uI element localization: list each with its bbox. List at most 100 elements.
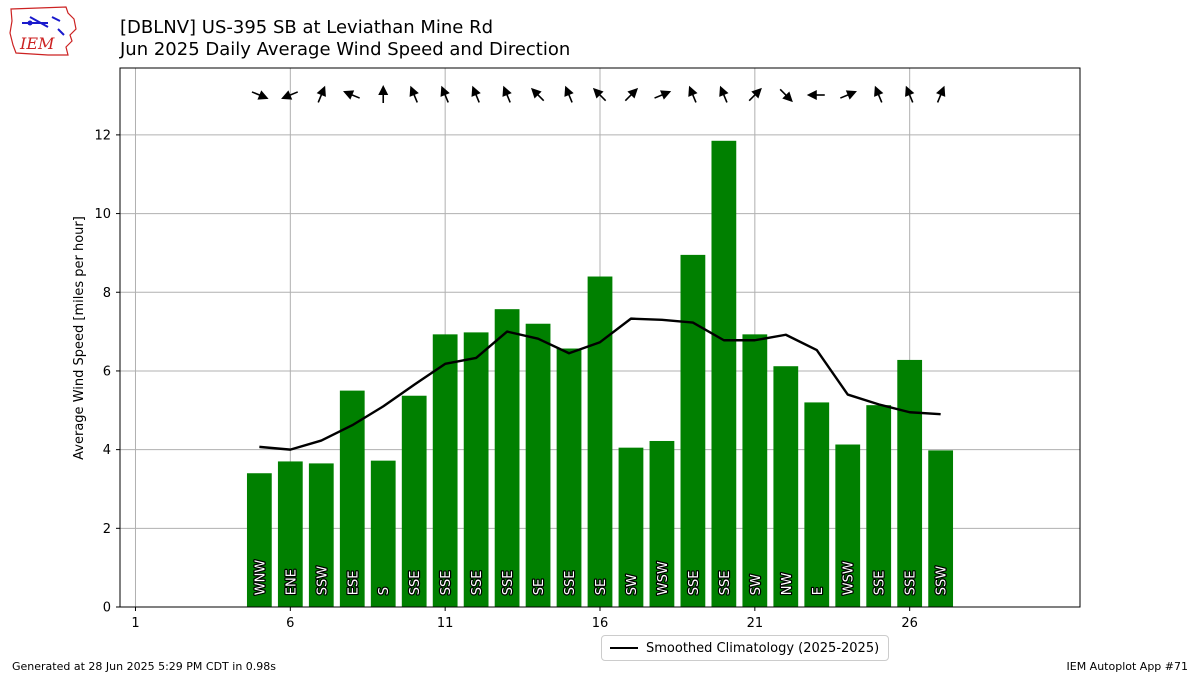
direction-label: SW (749, 574, 764, 595)
wind-arrow (779, 88, 793, 103)
direction-label: WSW (656, 561, 671, 595)
iem-logo: IEM (8, 5, 80, 59)
direction-label: SSE (563, 570, 578, 595)
wind-arrow (688, 85, 698, 103)
direction-label: SE (594, 579, 609, 595)
wind-bar (711, 140, 737, 607)
wind-bar (804, 402, 830, 607)
y-tick-label: 2 (103, 522, 111, 537)
direction-label: S (377, 587, 392, 595)
wind-arrow (409, 85, 419, 103)
wind-arrow-head (409, 85, 419, 97)
wind-bar (556, 348, 582, 607)
wind-arrow-head (874, 85, 884, 97)
wind-bar (773, 366, 799, 607)
climatology-line (259, 317, 941, 451)
wind-bar (277, 461, 303, 607)
legend-label: Smoothed Climatology (2025-2025) (646, 640, 880, 656)
wind-bar (897, 359, 923, 607)
y-tick-label: 4 (103, 443, 111, 458)
y-tick-label: 10 (94, 207, 111, 222)
direction-label: ESE (346, 571, 361, 596)
direction-label: WSW (842, 561, 857, 595)
direction-label: SSE (439, 570, 454, 595)
wind-bar (587, 276, 613, 607)
wind-arrow (840, 90, 857, 100)
direction-label: SSE (687, 570, 702, 595)
wind-bar (649, 440, 675, 607)
direction-labels: WNW ENE SSW ESE S SSE SSE SSE SSE SE SSE SE SW WSW SSE… (252, 558, 951, 596)
direction-label: E (811, 587, 826, 595)
wind-arrow (654, 90, 672, 100)
x-tick-label: 1 (131, 616, 139, 631)
wind-arrow-head (905, 85, 915, 97)
climatology-line-group (259, 317, 941, 451)
wind-arrow-head (440, 85, 450, 97)
wind-arrow (530, 87, 545, 102)
x-tick-label: 26 (901, 616, 918, 631)
wind-arrow-head (660, 90, 672, 100)
wind-bar (246, 473, 272, 607)
y-axis-label: Average Wind Speed [miles per hour] (72, 216, 87, 460)
direction-label: SSE (904, 570, 919, 595)
direction-label: SW (625, 574, 640, 595)
direction-label: SSE (470, 570, 485, 595)
y-tick-label: 8 (103, 286, 111, 301)
wind-bar (339, 390, 365, 607)
wind-arrow-head (564, 85, 574, 97)
wind-arrow-head (257, 90, 269, 100)
wind-arrow-head (378, 85, 389, 95)
wind-arrow (592, 87, 607, 102)
wind-bar (618, 447, 644, 607)
wind-arrow (378, 85, 389, 103)
legend: Smoothed Climatology (2025-2025) (601, 635, 890, 661)
wind-arrow (281, 90, 299, 100)
svg-text:IEM: IEM (19, 34, 55, 53)
y-tick-label: 12 (94, 128, 111, 143)
wind-arrow (806, 90, 825, 100)
direction-label: SSW (935, 566, 950, 596)
wind-bar (866, 405, 892, 607)
app-id: IEM Autoplot App #71 (1066, 660, 1189, 673)
wind-arrow (502, 85, 512, 103)
wind-bar (742, 334, 768, 607)
chart-subtitle: Jun 2025 Daily Average Wind Speed and Di… (120, 39, 571, 60)
direction-label: SSE (718, 570, 733, 595)
wind-arrow-head (502, 85, 512, 97)
wind-bar (928, 450, 954, 607)
wind-arrow (719, 85, 729, 103)
wind-bar (525, 323, 551, 607)
wind-arrow-head (688, 85, 698, 97)
wind-arrow (905, 85, 915, 103)
wind-arrow-head (471, 85, 481, 97)
direction-label: NW (780, 572, 795, 595)
direction-label: SE (532, 579, 547, 595)
direction-label: ENE (284, 569, 299, 595)
direction-label: WNW (253, 560, 268, 596)
wind-arrow (251, 90, 269, 100)
direction-label: SSE (501, 570, 516, 595)
legend-line-swatch (610, 647, 638, 649)
wind-arrow-head (316, 85, 326, 97)
wind-arrow-head (806, 90, 817, 100)
wind-arrow-head (845, 90, 857, 100)
wind-bar (401, 395, 427, 607)
wind-bar (680, 254, 706, 607)
wind-bar (463, 332, 489, 607)
wind-arrow (624, 87, 639, 102)
wind-arrow (936, 85, 946, 103)
wind-bar (835, 444, 861, 607)
wind-arrow (874, 85, 884, 103)
generated-timestamp: Generated at 28 Jun 2025 5:29 PM CDT in … (12, 660, 277, 673)
direction-label: SSW (315, 566, 330, 596)
x-tick-label: 16 (592, 616, 609, 631)
wind-arrow (748, 87, 762, 102)
bars (246, 140, 954, 607)
wind-bar (370, 460, 396, 607)
x-tick-label: 11 (437, 616, 454, 631)
chart-title: [DBLNV] US-395 SB at Leviathan Mine Rd (120, 17, 494, 38)
wind-arrow-head (719, 85, 729, 97)
wind-arrow (316, 85, 326, 103)
